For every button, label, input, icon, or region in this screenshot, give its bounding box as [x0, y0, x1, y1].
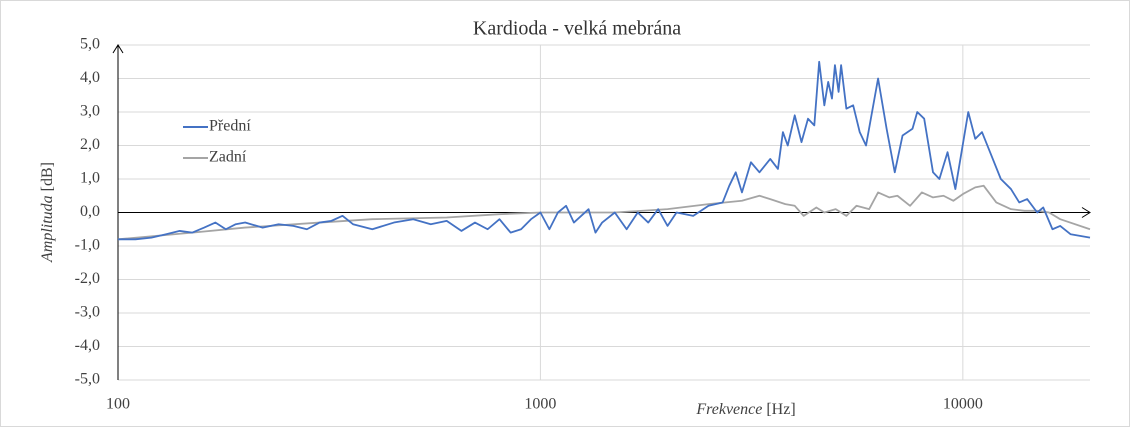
- y-tick-label: -2,0: [75, 270, 100, 287]
- y-tick-label: 1,0: [80, 170, 100, 187]
- legend-label: Přední: [209, 118, 251, 135]
- chart-title: Kardioda - velká mebrána: [473, 18, 681, 40]
- series-line: [117, 184, 1091, 241]
- x-tick-label: 1000: [524, 396, 556, 413]
- y-label-name: Amplituda: [39, 195, 56, 263]
- x-label-unit: [Hz]: [766, 401, 795, 418]
- y-tick-label: -1,0: [75, 237, 100, 254]
- y-label-unit: [dB]: [39, 162, 56, 191]
- x-label-name: Frekvence: [695, 401, 762, 418]
- y-tick-label: -5,0: [75, 371, 100, 388]
- y-tick-label: 4,0: [80, 69, 100, 86]
- y-tick-label: 0,0: [80, 203, 100, 220]
- x-axis-arrow: [1081, 207, 1091, 218]
- y-axis-label: Amplituda [dB]: [39, 162, 56, 263]
- y-tick-label: 5,0: [80, 36, 100, 53]
- y-tick-label: -4,0: [75, 337, 100, 354]
- legend-label: Zadní: [209, 149, 247, 166]
- y-tick-label: 2,0: [80, 136, 100, 153]
- x-tick-label: 10000: [943, 396, 983, 413]
- y-tick-label: 3,0: [80, 103, 100, 120]
- y-axis-arrow: [112, 44, 124, 54]
- x-axis-label: Frekvence [Hz]: [695, 401, 795, 418]
- series-line: [118, 60, 1091, 241]
- y-tick-label: -3,0: [75, 304, 100, 321]
- x-tick-label: 100: [106, 396, 130, 413]
